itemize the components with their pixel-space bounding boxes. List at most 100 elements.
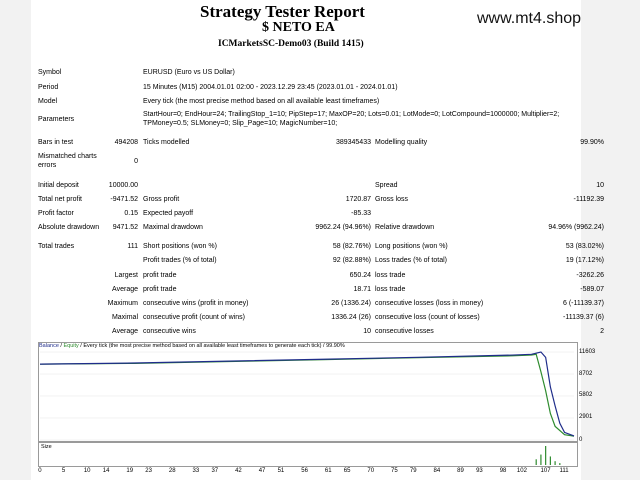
loss-trades-label: Loss trades (% of total): [375, 257, 447, 264]
x-tick-label: 23: [145, 468, 152, 474]
model-value: Every tick (the most precise method base…: [143, 98, 380, 105]
max-consecutive-losses-label: consecutive losses (loss in money): [375, 300, 484, 307]
model-label: Model: [38, 98, 58, 105]
expected-payoff-value: -85.33: [351, 210, 371, 217]
x-tick-label: 93: [476, 468, 483, 474]
short-positions-label: Short positions (won %): [143, 243, 217, 250]
average-loss-value: -589.07: [580, 286, 604, 293]
relative-drawdown-label: Relative drawdown: [375, 224, 435, 231]
bars-value: 494208: [114, 139, 138, 146]
loss-trades-value: 19 (17.12%): [565, 257, 604, 264]
x-tick-label: 102: [516, 468, 527, 474]
largest-loss-label: loss trade: [375, 272, 406, 279]
initial-deposit-label: Initial deposit: [38, 182, 79, 189]
absolute-drawdown-label: Absolute drawdown: [38, 224, 100, 231]
spread-value: 10: [596, 182, 604, 189]
balance-line: [39, 351, 575, 437]
maximum-prefix: Maximum: [107, 300, 138, 307]
mismatched-value: 0: [134, 158, 138, 165]
x-tick-label: 79: [409, 468, 417, 474]
chart-legend: Balance / Equity / Every tick (the most …: [39, 343, 345, 350]
largest-loss-value: -3262.26: [576, 272, 604, 279]
x-tick-label: 19: [126, 468, 134, 474]
y-tick-label: 11603: [579, 348, 596, 355]
x-tick-label: 0: [38, 468, 42, 474]
watermark-text: www.mt4.shop: [477, 10, 582, 27]
average-prefix: Average: [112, 286, 138, 293]
x-tick-label: 65: [343, 468, 351, 474]
x-tick-label: 10: [83, 468, 91, 474]
long-positions-label: Long positions (won %): [375, 243, 448, 250]
x-tick-label: 51: [277, 468, 285, 474]
mismatched-label-1: Mismatched charts: [38, 153, 97, 160]
x-tick-label: 47: [258, 468, 266, 474]
x-tick-label: 56: [301, 468, 308, 474]
symbol-label: Symbol: [38, 69, 62, 76]
average-consecutive-wins-value: 10: [363, 328, 371, 335]
average-consecutive-losses-value: 2: [600, 328, 604, 335]
x-tick-label: 84: [433, 468, 441, 474]
y-tick-label: 0: [579, 436, 583, 443]
profit-factor-value: 0.15: [124, 210, 138, 217]
average-profit-value: 18.71: [353, 286, 371, 293]
x-tick-label: 37: [211, 468, 219, 474]
total-trades-value: 111: [127, 243, 138, 250]
gross-loss-value: -11192.39: [573, 196, 605, 203]
gross-profit-value: 1720.87: [345, 196, 371, 203]
legend-equity: Equity: [63, 343, 79, 349]
report-title: Strategy Tester Report: [200, 2, 365, 21]
equity-line: [39, 353, 575, 437]
x-tick-label: 5: [61, 468, 66, 474]
maximal-consecutive-loss-label: consecutive loss (count of losses): [375, 314, 480, 321]
short-positions-value: 58 (82.76%): [332, 243, 371, 250]
average-consecutive-losses-label: consecutive losses: [375, 328, 434, 335]
x-tick-label: 70: [367, 468, 375, 474]
gross-loss-label: Gross loss: [375, 196, 409, 203]
largest-prefix: Largest: [114, 272, 138, 279]
max-consecutive-wins-value: 26 (1336.24): [331, 300, 371, 307]
profit-trades-label: Profit trades (% of total): [143, 257, 217, 264]
period-label: Period: [38, 84, 59, 91]
y-tick-label: 5802: [579, 392, 593, 399]
x-tick-label: 33: [192, 468, 200, 474]
total-trades-label: Total trades: [38, 243, 75, 250]
balance-chart-panel: [38, 342, 578, 442]
ea-name: $ NETO EA: [262, 20, 335, 35]
absolute-drawdown-value: 9471.52: [112, 224, 138, 231]
initial-deposit-value: 10000.00: [108, 182, 138, 189]
bars-label: Bars in test: [38, 139, 74, 146]
average-loss-label: loss trade: [375, 286, 406, 293]
max-consecutive-losses-value: 6 (-11139.37): [563, 300, 604, 307]
largest-profit-label: profit trade: [143, 272, 177, 279]
mismatched-label-2: errors: [38, 162, 57, 169]
x-tick-label: 28: [168, 468, 176, 474]
quality-label: Modelling quality: [375, 139, 428, 146]
legend-balance: Balance: [39, 343, 59, 349]
average-consecutive-prefix: Average: [112, 328, 138, 335]
profit-trades-value: 92 (82.88%): [332, 257, 371, 264]
parameters-label: Parameters: [38, 116, 75, 123]
parameters-line-2: TPMoney=0.5; SLMoney=0; Slip_Page=10; Ma…: [143, 120, 338, 127]
maximal-consecutive-profit-label: consecutive profit (count of wins): [143, 314, 245, 321]
maximal-drawdown-value: 9962.24 (94.96%): [315, 224, 371, 231]
max-consecutive-wins-label: consecutive wins (profit in money): [143, 300, 249, 307]
legend-details: / Every tick (the most precise method ba…: [78, 343, 345, 349]
relative-drawdown-value: 94.96% (9962.24): [548, 224, 604, 231]
ticks-label: Ticks modelled: [143, 139, 190, 146]
largest-profit-value: 650.24: [349, 272, 371, 279]
parameters-line-1: StartHour=0; EndHour=24; TrailingStop_1=…: [143, 111, 560, 118]
maximal-consecutive-loss-value: -11139.37 (6): [563, 314, 604, 321]
symbol-value: EURUSD (Euro vs US Dollar): [143, 69, 235, 76]
x-tick-label: 89: [457, 468, 464, 474]
ticks-value: 389345433: [335, 139, 371, 146]
x-tick-label: 75: [391, 468, 398, 474]
account-info: ICMarketsSC-Demo03 (Build 1415): [218, 39, 364, 49]
maximal-drawdown-label: Maximal drawdown: [143, 224, 203, 231]
x-tick-label: 98: [499, 468, 507, 474]
spread-label: Spread: [375, 182, 398, 189]
x-tick-label: 107: [540, 468, 551, 474]
legend-separator: /: [58, 343, 64, 349]
net-profit-label: Total net profit: [38, 196, 82, 203]
x-tick-label: 61: [324, 468, 332, 474]
